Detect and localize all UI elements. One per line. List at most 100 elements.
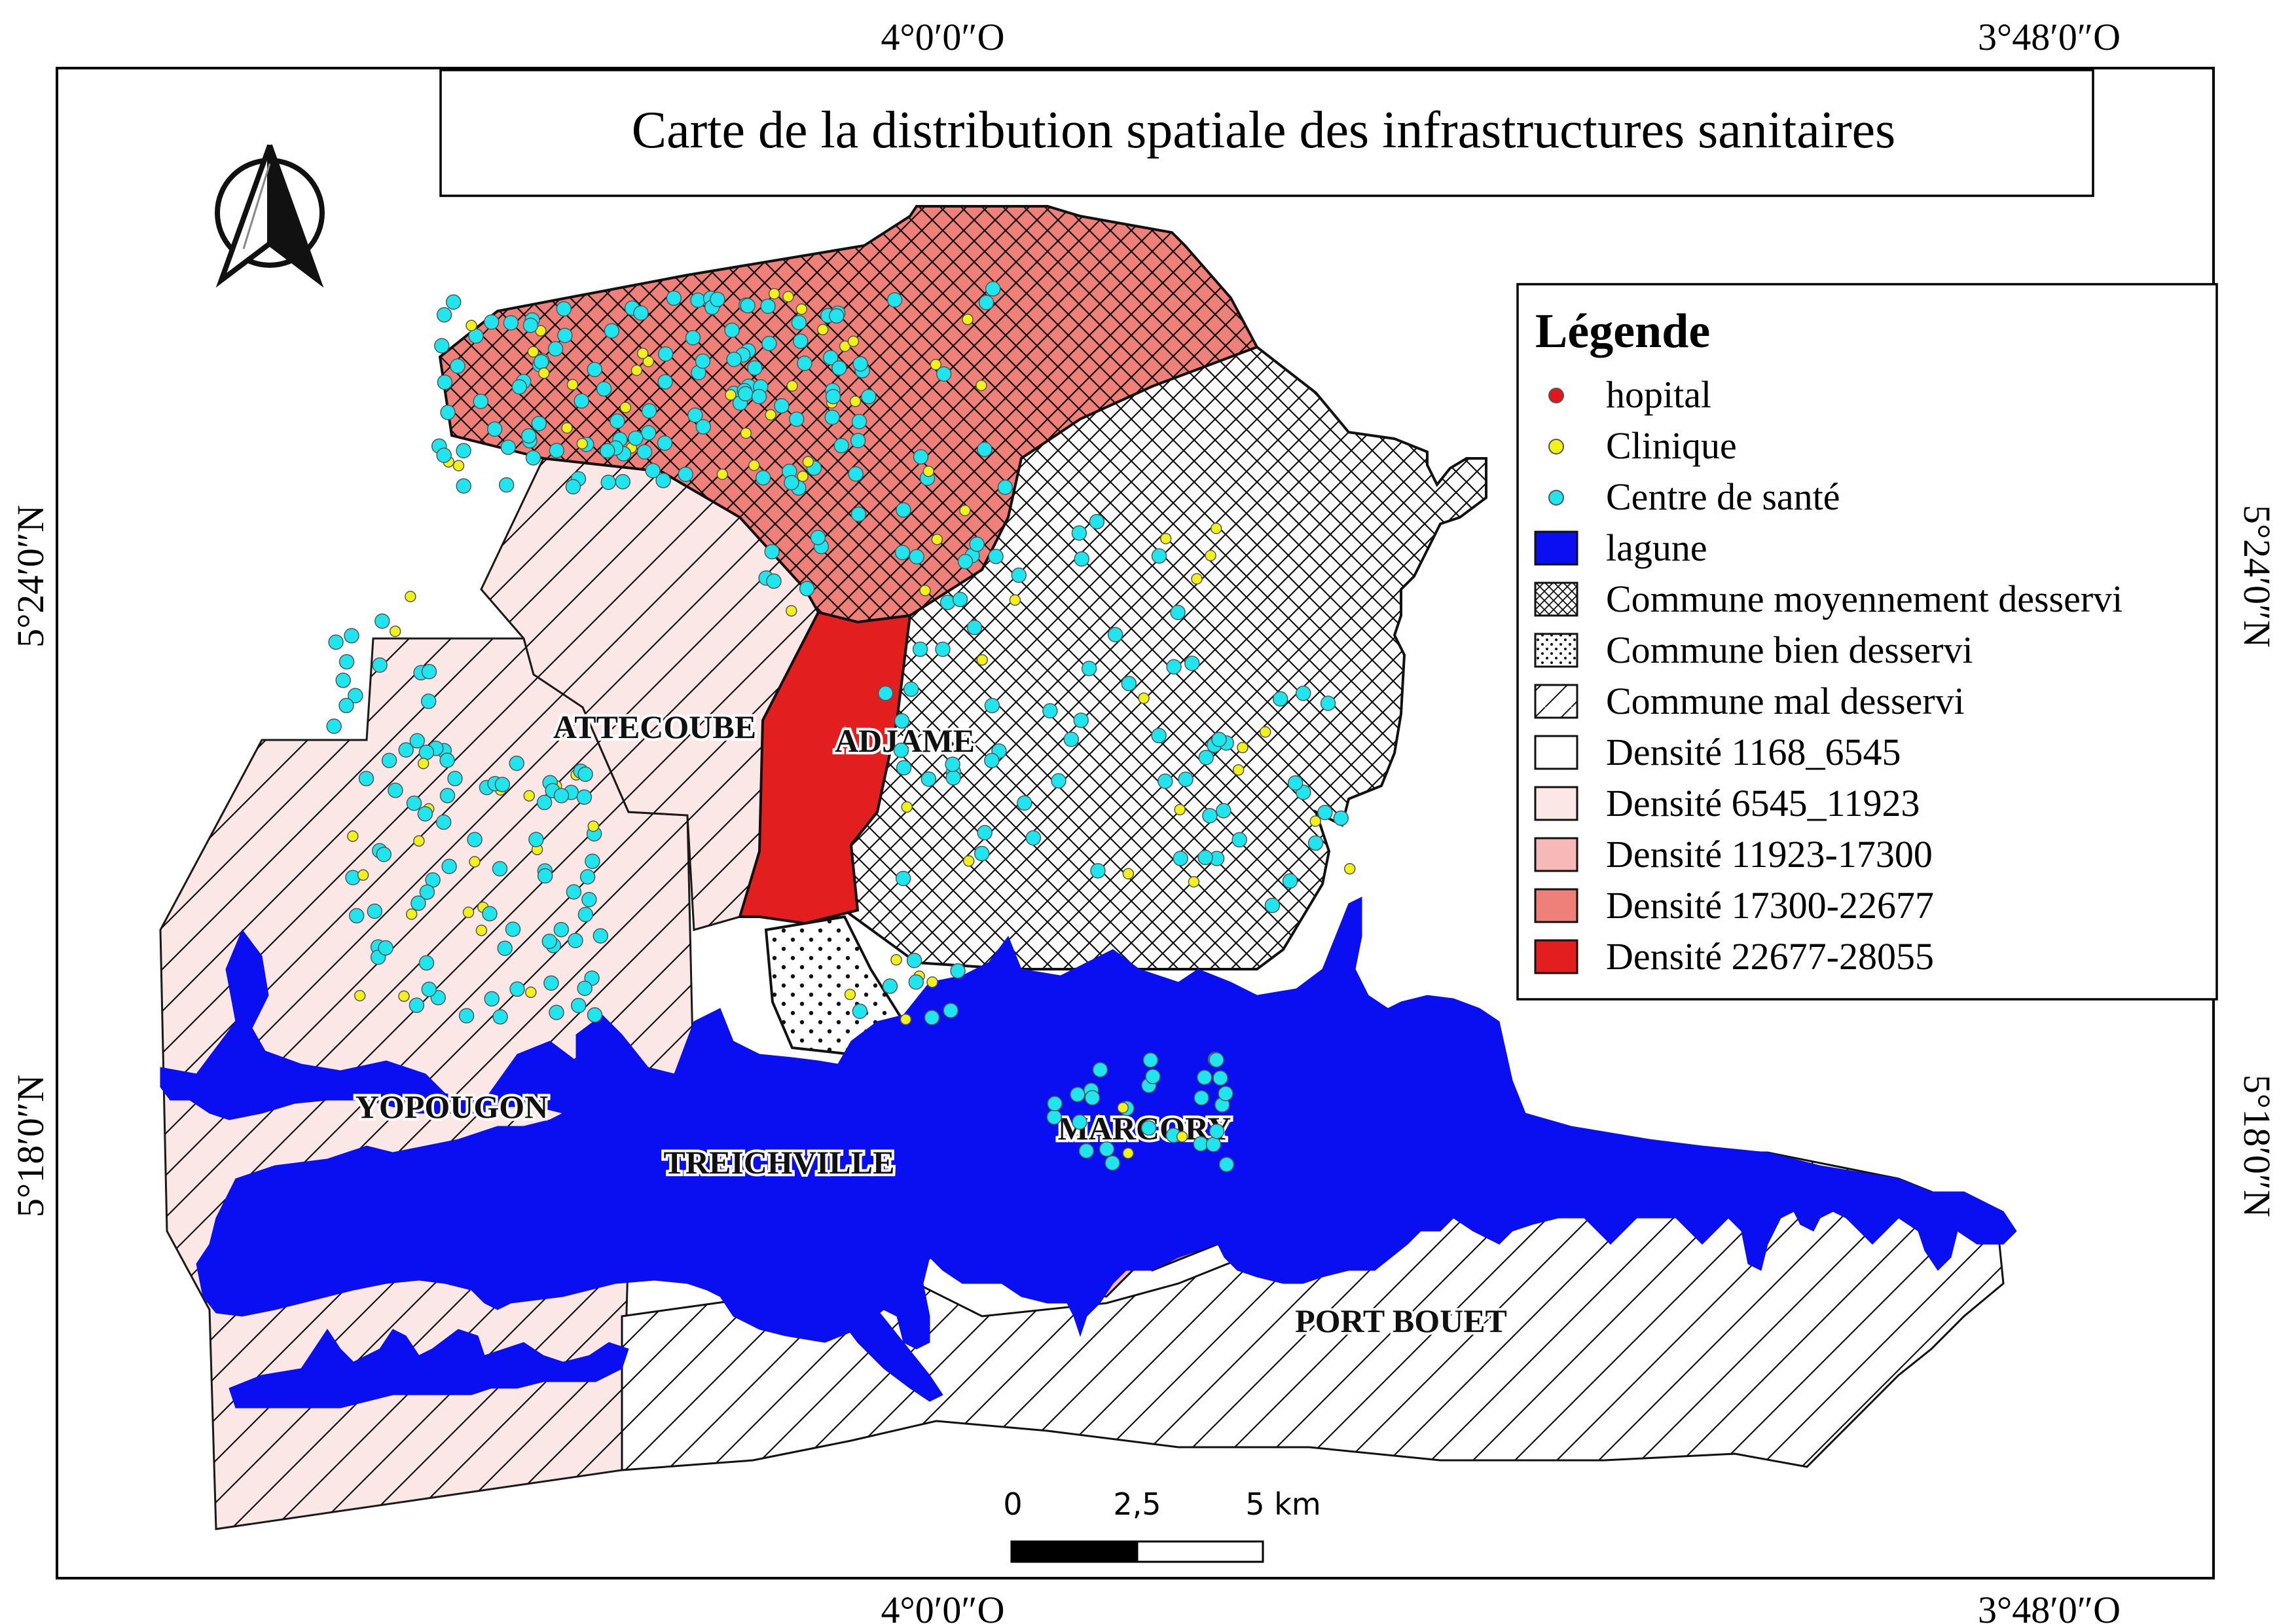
centre-de-sante-point	[398, 742, 414, 758]
legend-item-label: hopital	[1606, 373, 1711, 416]
centre-de-sante-point	[1072, 1114, 1087, 1130]
centre-de-sante-point	[1198, 749, 1214, 766]
centre-de-sante-point	[920, 771, 937, 787]
centre-de-sante-point	[450, 358, 465, 374]
centre-de-sante-point	[1142, 1052, 1159, 1068]
graticule-left-top-label: 5°24′0″N	[9, 505, 52, 648]
centre-de-sante-point	[1211, 731, 1227, 747]
clinique-point	[817, 323, 829, 336]
centre-de-sante-point	[978, 295, 994, 310]
centre-de-sante-point	[751, 388, 767, 405]
legend-symbol-swatch	[1534, 837, 1578, 872]
clinique-point	[802, 456, 814, 468]
centre-de-sante-point	[1089, 513, 1105, 530]
centre-de-sante-point	[482, 906, 498, 922]
centre-de-sante-point	[581, 891, 597, 908]
centre-de-sante-point	[358, 771, 374, 786]
graticule-bottom-left-label: 4°0′0″O	[881, 1589, 1005, 1624]
commune-port-bouet-area	[621, 1151, 2005, 1471]
clinique-point	[405, 591, 416, 602]
centre-de-sante-point	[724, 322, 740, 338]
legend-item-label: Clinique	[1606, 424, 1737, 467]
centre-de-sante-point	[1063, 731, 1080, 747]
clinique-point	[962, 855, 975, 867]
centre-de-sante-point	[1209, 1123, 1225, 1139]
legend-item-label: Densité 1168_6545	[1606, 731, 1901, 773]
clinique-point	[413, 835, 425, 847]
centre-de-sante-point	[345, 870, 361, 885]
centre-de-sante-point	[1205, 1136, 1222, 1153]
clinique-point	[566, 378, 579, 391]
centre-de-sante-point	[574, 393, 589, 409]
centre-de-sante-point	[570, 997, 587, 1014]
centre-de-sante-point	[1197, 849, 1213, 866]
centre-de-sante-point	[1264, 897, 1281, 913]
centre-de-sante-point	[766, 573, 782, 589]
centre-de-sante-point	[1320, 695, 1336, 711]
clinique-point	[748, 459, 760, 471]
clinique-point	[1009, 594, 1021, 606]
centre-de-sante-point	[577, 906, 594, 923]
centre-de-sante-point	[886, 292, 903, 308]
centre-de-sante-point	[436, 307, 452, 323]
centre-de-sante-point	[912, 641, 928, 657]
clinique-point	[782, 291, 794, 303]
centre-de-sante-point	[447, 771, 463, 786]
centre-de-sante-point	[509, 755, 524, 771]
centre-de-sante-point	[1157, 773, 1173, 789]
clinique-point	[636, 347, 649, 360]
centre-de-sante-point	[456, 478, 471, 494]
centre-de-sante-point	[797, 356, 812, 371]
centre-de-sante-point	[421, 663, 437, 680]
graticule-top-left-label: 4°0′0″O	[881, 16, 1005, 58]
centre-de-sante-point	[1104, 1155, 1120, 1171]
centre-de-sante-point	[1145, 1069, 1161, 1084]
clinique-point	[716, 468, 729, 480]
centre-de-sante-point	[531, 416, 547, 432]
centre-de-sante-point	[974, 845, 990, 862]
centre-de-sante-point	[760, 298, 776, 314]
north-arrow-icon	[215, 144, 325, 288]
title-box	[439, 69, 2094, 197]
centre-de-sante-point	[1017, 795, 1032, 811]
centre-de-sante-point	[861, 388, 877, 405]
centre-de-sante-point	[952, 591, 968, 608]
centre-de-sante-point	[525, 450, 541, 466]
legend-symbol-pattern	[1534, 684, 1578, 719]
clinique-point	[847, 335, 860, 347]
centre-de-sante-point	[436, 447, 452, 463]
legend-symbol-swatch	[1534, 888, 1578, 923]
commune-adjame-area	[738, 610, 912, 925]
clinique-point	[1138, 692, 1150, 704]
centre-de-sante-point	[957, 553, 974, 570]
legend-symbol-point	[1548, 439, 1564, 454]
commune-label-treichville: TREICHVILLE	[664, 1144, 895, 1181]
centre-de-sante-point	[894, 713, 910, 729]
legend-item: Densité 6545_11923	[1534, 782, 1920, 824]
clinique-point	[475, 925, 488, 936]
centre-de-sante-point	[378, 940, 393, 956]
centre-de-sante-point	[687, 407, 703, 423]
clinique-point	[1232, 764, 1245, 776]
centre-de-sante-point	[710, 291, 725, 307]
centre-de-sante-point	[657, 374, 673, 390]
clinique-point	[786, 380, 798, 392]
centre-de-sante-point	[852, 1003, 868, 1019]
clinique-point	[538, 367, 550, 379]
legend-symbol-swatch	[1534, 786, 1578, 821]
centre-de-sante-point	[421, 982, 437, 997]
clinique-point	[525, 986, 537, 999]
clinique-point	[523, 790, 536, 802]
centre-de-sante-point	[633, 305, 649, 321]
centre-de-sante-point	[566, 884, 582, 900]
clinique-point	[959, 504, 971, 517]
clinique-point	[347, 830, 359, 842]
clinique-point	[398, 990, 410, 1003]
centre-de-sante-point	[367, 903, 383, 919]
centre-de-sante-point	[950, 963, 966, 979]
centre-de-sante-point	[585, 853, 600, 870]
legend-item: Clinique	[1548, 424, 1737, 467]
centre-de-sante-point	[338, 654, 355, 670]
centre-de-sante-point	[497, 940, 513, 956]
centre-de-sante-point	[577, 980, 592, 996]
